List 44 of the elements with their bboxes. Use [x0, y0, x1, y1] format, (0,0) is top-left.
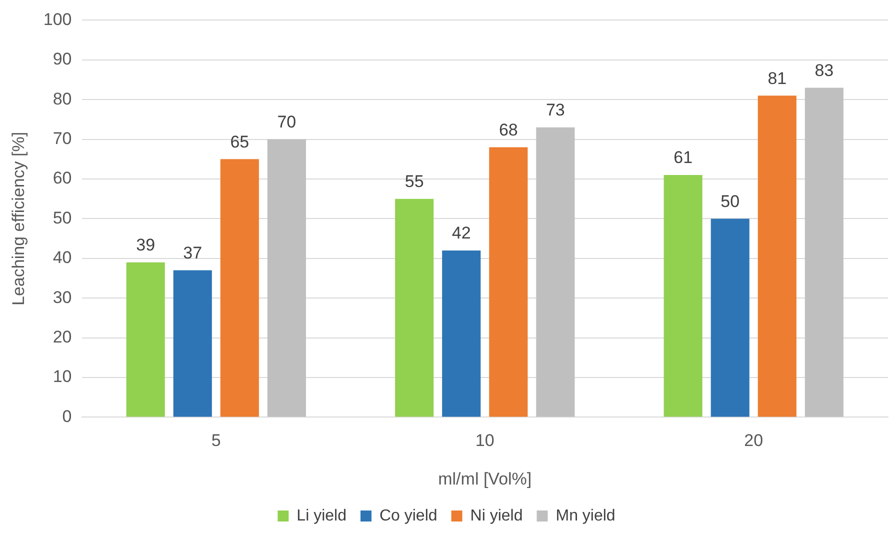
- bar: [664, 175, 702, 417]
- bar: [536, 127, 575, 417]
- y-tick-label: 70: [52, 128, 72, 148]
- data-label: 68: [498, 120, 518, 140]
- y-tick-label: 60: [52, 168, 72, 188]
- data-label: 65: [230, 132, 250, 152]
- x-tick-label: 20: [744, 431, 764, 450]
- data-label: 37: [183, 243, 202, 262]
- y-tick-label: 90: [52, 50, 72, 69]
- legend-label: Co yield: [379, 507, 438, 524]
- legend-label: Li yield: [296, 507, 346, 524]
- data-label: 83: [814, 60, 834, 80]
- y-tick-label: 40: [52, 248, 72, 268]
- y-tick-label: 0: [62, 406, 72, 426]
- y-tick-label: 10: [52, 367, 72, 386]
- bar: [758, 96, 796, 417]
- data-label: 55: [404, 172, 424, 192]
- bar: [804, 88, 844, 417]
- legend-label: Ni yield: [470, 507, 523, 524]
- x-tick-label: 10: [475, 431, 494, 450]
- y-tick-label: 80: [52, 89, 72, 108]
- y-tick-label: 100: [43, 10, 72, 29]
- bar: [710, 218, 750, 417]
- y-tick-label: 20: [52, 327, 72, 346]
- bar: [267, 139, 306, 417]
- x-axis-title: ml/ml [Vol%]: [438, 469, 532, 488]
- y-tick-label: 30: [52, 288, 72, 307]
- data-label: 39: [136, 236, 156, 255]
- bar: [220, 159, 259, 417]
- data-label: 70: [277, 112, 296, 132]
- bar: [395, 198, 434, 417]
- bar: [442, 250, 481, 417]
- x-tick-label: 5: [211, 431, 221, 450]
- data-label: 81: [768, 68, 787, 88]
- y-axis-title: Leaching efficiency [%]: [8, 132, 28, 306]
- y-tick-label: 50: [52, 208, 72, 228]
- bar: [173, 270, 212, 417]
- data-label: 73: [546, 100, 565, 120]
- data-label: 42: [452, 224, 471, 243]
- bar: [489, 147, 528, 417]
- data-label: 61: [674, 148, 693, 168]
- legend-label: Mn yield: [556, 507, 616, 524]
- data-label: 50: [720, 192, 740, 211]
- bar: [126, 262, 165, 417]
